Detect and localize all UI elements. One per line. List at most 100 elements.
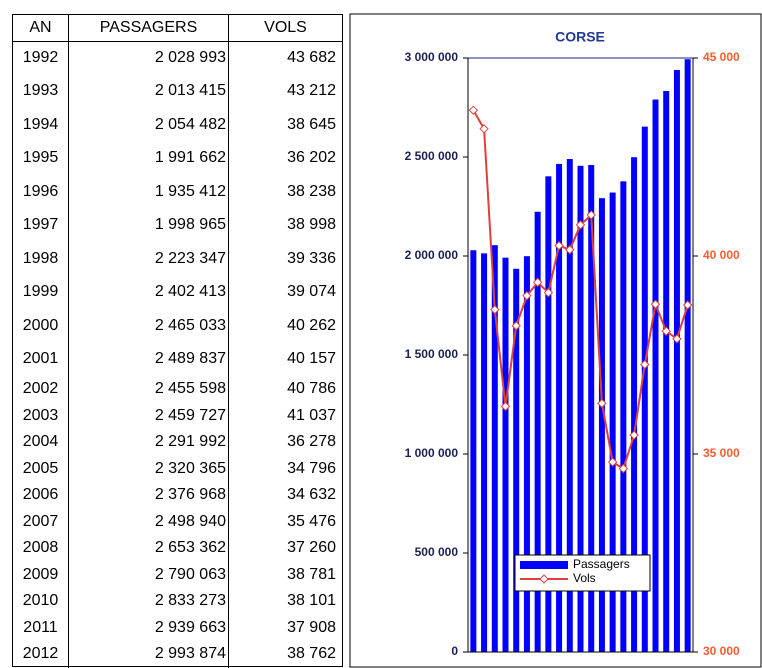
bar <box>631 157 638 652</box>
line-marker <box>661 326 671 336</box>
table-cell: 1 991 662 <box>69 141 229 175</box>
legend-label: Passagers <box>573 557 630 571</box>
table-row: 1994 2 054 482 38 645 <box>13 108 342 142</box>
y-tick-label: 0 <box>451 644 458 658</box>
bar <box>673 69 680 653</box>
line-marker <box>500 401 511 412</box>
table-cell: 37 908 <box>287 618 336 636</box>
bar <box>577 165 584 652</box>
table-row: 2002 2 455 598 40 786 <box>13 376 342 403</box>
table-row: 2008 2 653 362 37 260 <box>13 535 342 562</box>
table-cell: 2 223 347 <box>69 242 229 276</box>
table-cell: 2000 <box>13 309 69 343</box>
y2-tick-label: 35 000 <box>703 446 740 460</box>
table-cell: 41 037 <box>287 406 336 424</box>
line-marker <box>490 304 500 315</box>
table-cell: 1993 <box>13 74 69 108</box>
table-cell: 1 998 965 <box>69 208 229 242</box>
table-cell: 2008 <box>13 535 69 562</box>
table-cell: 43 682 <box>287 48 336 66</box>
y-tick-label: 2 500 000 <box>405 149 459 163</box>
table-cell: 2009 <box>13 561 69 588</box>
bar <box>470 250 477 652</box>
table-cell: 2 489 837 <box>69 342 229 376</box>
table-cell: 2011 <box>13 614 69 641</box>
line-marker <box>650 299 661 309</box>
table-cell: 36 202 <box>287 149 336 167</box>
legend-marker <box>539 574 549 584</box>
table-row: 1993 2 013 415 43 212 <box>13 74 342 108</box>
line-marker <box>618 463 629 474</box>
table-cell: 2 402 413 <box>69 275 229 309</box>
y-tick-label: 2 000 000 <box>405 248 459 262</box>
table-row: 2010 2 833 273 38 101 <box>13 588 342 615</box>
table-cell: 2003 <box>13 402 69 429</box>
header-cell: AN <box>13 15 69 41</box>
chart-title: CORSE <box>555 29 605 45</box>
line-marker <box>468 105 479 115</box>
table-cell: 34 632 <box>287 486 336 504</box>
bar <box>545 176 552 653</box>
table-cell: 35 476 <box>287 512 336 530</box>
y2-tick-label: 30 000 <box>703 644 740 658</box>
table-cell: 38 645 <box>287 115 336 133</box>
line-marker <box>532 277 543 288</box>
table-cell: 1992 <box>13 41 69 75</box>
data-table: AN PASSAGERS VOLS 1992 2 028 993 43 682 199… <box>12 14 343 668</box>
table-cell: 2 013 415 <box>69 74 229 108</box>
bar <box>491 245 498 652</box>
table-cell: 2012 <box>13 641 69 668</box>
table-cell: 39 074 <box>287 283 336 301</box>
table-cell: 2001 <box>13 342 69 376</box>
bar <box>588 164 595 652</box>
table-cell: 38 238 <box>287 182 336 200</box>
table-cell: 43 212 <box>287 82 336 100</box>
bar <box>609 192 616 652</box>
table-cell: 1997 <box>13 208 69 242</box>
table-cell: 2 939 663 <box>69 614 229 641</box>
bar <box>684 59 691 652</box>
bar <box>502 257 509 652</box>
table-cell: 34 796 <box>287 459 336 477</box>
table-cell: 37 260 <box>287 539 336 557</box>
line-marker <box>554 240 564 251</box>
line-marker <box>586 210 596 220</box>
table-row: 2012 2 993 874 38 762 <box>13 641 342 668</box>
y2-tick-label: 40 000 <box>703 248 740 262</box>
table-cell: 2002 <box>13 376 69 403</box>
bar <box>641 126 648 652</box>
table-cell: 2 790 063 <box>69 561 229 588</box>
line-marker <box>565 245 575 255</box>
line-marker <box>629 430 639 440</box>
bar <box>523 256 530 652</box>
line-marker <box>522 290 532 301</box>
table-cell: 2 459 727 <box>69 402 229 429</box>
bar <box>620 181 627 652</box>
y-tick-label: 1 500 000 <box>405 347 459 361</box>
y2-tick-label: 45 000 <box>703 50 740 64</box>
table-row: 2001 2 489 837 40 157 <box>13 342 342 376</box>
line-marker <box>607 457 618 467</box>
table-cell: 2006 <box>13 482 69 509</box>
table-cell: 2 993 874 <box>69 641 229 668</box>
chart-frame <box>349 13 762 668</box>
line-marker <box>511 321 521 331</box>
table-row: 1999 2 402 413 39 074 <box>13 275 342 309</box>
table-cell: 2 291 992 <box>69 429 229 456</box>
table-row: 2005 2 320 365 34 796 <box>13 455 342 482</box>
table-row: 1998 2 223 347 39 336 <box>13 242 342 276</box>
table-cell: 1996 <box>13 175 69 209</box>
table-cell: 40 157 <box>287 350 336 368</box>
table-cell: 40 786 <box>287 380 336 398</box>
table-cell: 1998 <box>13 242 69 276</box>
table-cell: 36 278 <box>287 433 336 451</box>
table-header: AN PASSAGERS VOLS <box>13 15 342 42</box>
table-row: 2003 2 459 727 41 037 <box>13 402 342 429</box>
table-cell: 39 336 <box>287 249 336 267</box>
bar <box>566 159 573 652</box>
table-cell: 2 833 273 <box>69 588 229 615</box>
table-cell: 2 498 940 <box>69 508 229 535</box>
bar <box>663 91 670 652</box>
bar <box>598 198 605 652</box>
